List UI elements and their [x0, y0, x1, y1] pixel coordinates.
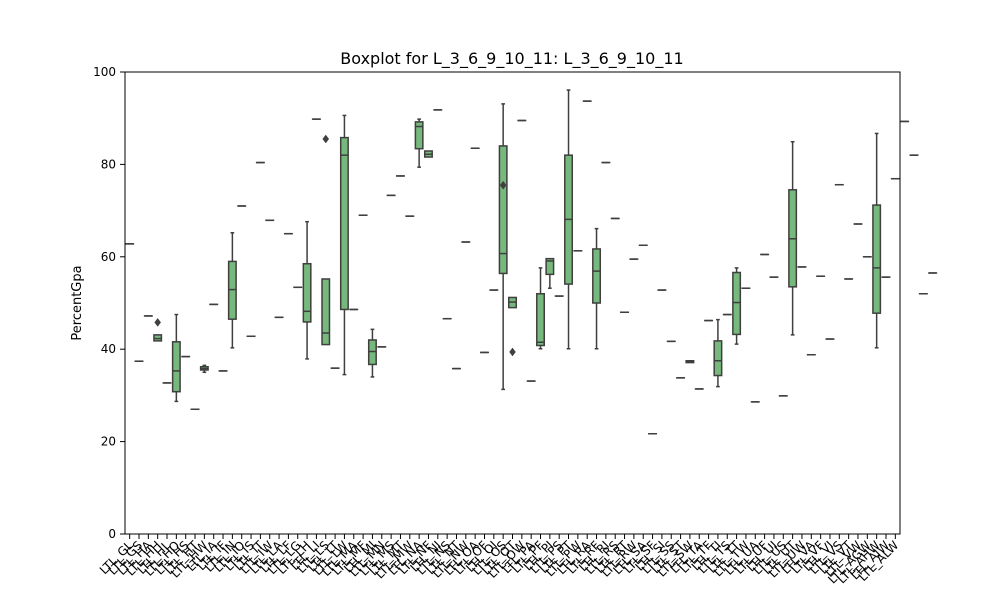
box-body: [592, 248, 602, 304]
box-group: [423, 150, 433, 158]
box-body: [171, 341, 181, 393]
box-group: [788, 141, 798, 336]
box-group: [872, 132, 882, 349]
outlier-point: [499, 180, 507, 190]
x-axis-ticks: LTL_GLLTL_GSLTL_HALTL_HHLTL_HLLTL_HOLTL_…: [97, 534, 902, 586]
box-group: [498, 103, 508, 391]
y-tick-label: 0: [108, 527, 116, 541]
outlier-point: [322, 134, 330, 144]
box-body: [414, 121, 424, 150]
box-series: [125, 89, 938, 435]
box-body: [872, 204, 882, 314]
box-body: [732, 271, 742, 336]
y-tick-label: 80: [101, 157, 116, 171]
y-tick-label: 40: [101, 342, 116, 356]
box-group: [536, 267, 545, 350]
box-group: [199, 364, 209, 374]
box-body: [498, 145, 508, 275]
box-group: [414, 118, 424, 168]
box-group: [339, 114, 349, 376]
box-group: [321, 134, 331, 346]
box-group: [153, 317, 163, 342]
outlier-point: [509, 347, 516, 357]
box-group: [171, 313, 181, 403]
box-group: [685, 360, 695, 364]
y-axis-ticks: 0 20 40 60 80 100: [93, 65, 125, 541]
chart-title: Boxplot for L_3_6_9_10_11: L_3_6_9_10_11: [340, 49, 683, 69]
y-tick-label: 100: [93, 65, 116, 79]
box-group: [564, 89, 574, 350]
box-body: [321, 278, 331, 346]
outlier-point: [154, 317, 161, 327]
box-body: [536, 293, 545, 347]
box-group: [367, 328, 377, 378]
box-body: [545, 257, 555, 276]
box-group: [732, 267, 742, 345]
box-body: [339, 136, 349, 311]
y-axis-label: PercentGpa: [70, 265, 85, 340]
box-group: [508, 296, 517, 357]
box-group: [545, 257, 555, 289]
box-group: [592, 227, 602, 350]
box-group: [302, 220, 312, 360]
box-body: [302, 262, 312, 323]
y-tick-label: 60: [101, 250, 116, 264]
box-group: [713, 318, 723, 388]
box-group: [227, 232, 237, 349]
y-tick-label: 20: [101, 435, 116, 449]
box-body: [713, 340, 723, 377]
plot-frame: [124, 71, 901, 535]
